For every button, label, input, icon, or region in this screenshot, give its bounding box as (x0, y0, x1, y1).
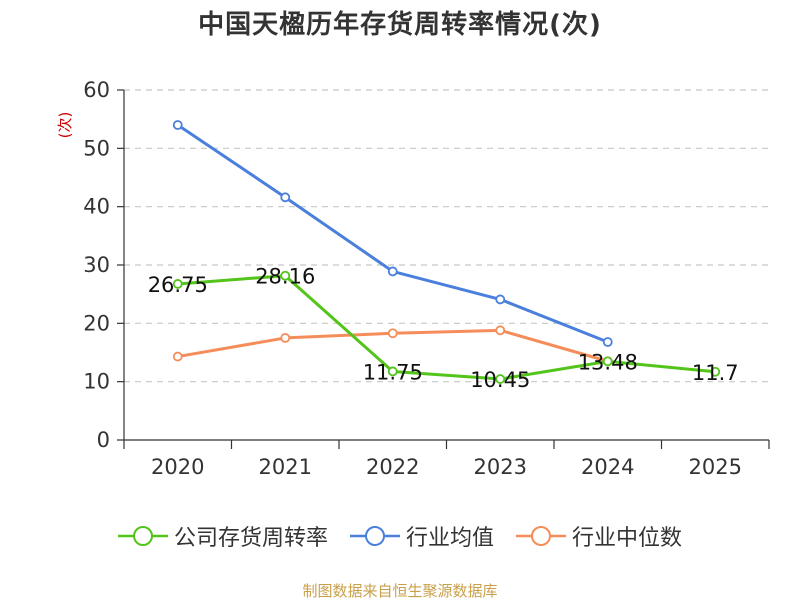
data-point (495, 325, 506, 336)
data-point (280, 333, 291, 343)
data-point (710, 366, 721, 377)
y-tick-label: 40 (83, 195, 110, 219)
data-point (172, 279, 183, 289)
y-tick-label: 20 (83, 311, 110, 335)
source-note: 制图数据来自恒生聚源数据库 (302, 582, 498, 600)
x-tick-label: 2025 (689, 455, 742, 479)
data-labels: 26.75 28.16 11.75 10.45 13.48 11.7 (148, 265, 739, 392)
axes: 0 10 20 30 40 50 60 2020 2021 2022 2023 2024 2025 (83, 78, 770, 479)
legend-swatch (349, 526, 400, 546)
data-point (387, 366, 398, 377)
legend-marker (132, 526, 153, 546)
legend: 公司存货周转率 行业均值 行业中位数 (0, 520, 800, 552)
legend-marker (364, 526, 385, 546)
x-tick-label: 2022 (366, 455, 419, 479)
data-point (602, 356, 613, 367)
data-point (495, 374, 506, 384)
data-label: 28.16 (255, 265, 315, 289)
data-point (495, 294, 506, 305)
legend-item[interactable]: 公司存货周转率 (117, 520, 328, 552)
data-point (172, 120, 183, 130)
y-tick-label: 10 (83, 370, 110, 394)
data-label: 10.45 (470, 368, 530, 392)
x-tick-label: 2020 (151, 455, 204, 479)
data-point (602, 337, 613, 347)
data-point (172, 351, 183, 362)
series-line (177, 274, 716, 381)
legend-item[interactable]: 行业中位数 (516, 520, 682, 552)
x-tick-label: 2021 (259, 455, 312, 479)
data-label: 11.7 (692, 361, 739, 385)
y-axis-unit-label: (次) (56, 112, 74, 139)
chart-title: 中国天楹历年存货周转率情况(次) (198, 10, 602, 40)
y-tick-label: 0 (97, 428, 110, 452)
data-label: 13.48 (578, 350, 638, 374)
legend-label: 行业均值 (405, 526, 494, 551)
data-point (280, 192, 291, 203)
legend-marker (531, 526, 551, 546)
legend-swatch (516, 526, 566, 546)
data-point (280, 270, 291, 281)
grid-lines (124, 89, 769, 383)
legend-swatch (117, 526, 168, 546)
series-line (176, 123, 609, 344)
y-tick-label: 50 (83, 136, 110, 160)
y-tick-label: 30 (83, 253, 110, 277)
x-tick-label: 2023 (474, 455, 527, 479)
data-point (387, 266, 398, 277)
data-label: 26.75 (148, 273, 208, 297)
legend-label: 行业中位数 (572, 526, 683, 551)
data-point (387, 328, 398, 339)
series-lines (172, 120, 721, 384)
y-tick-label: 60 (83, 78, 110, 102)
data-label: 11.75 (363, 360, 423, 384)
legend-item[interactable]: 行业均值 (349, 520, 494, 552)
x-tick-label: 2024 (581, 455, 634, 479)
legend-label: 公司存货周转率 (173, 526, 328, 551)
